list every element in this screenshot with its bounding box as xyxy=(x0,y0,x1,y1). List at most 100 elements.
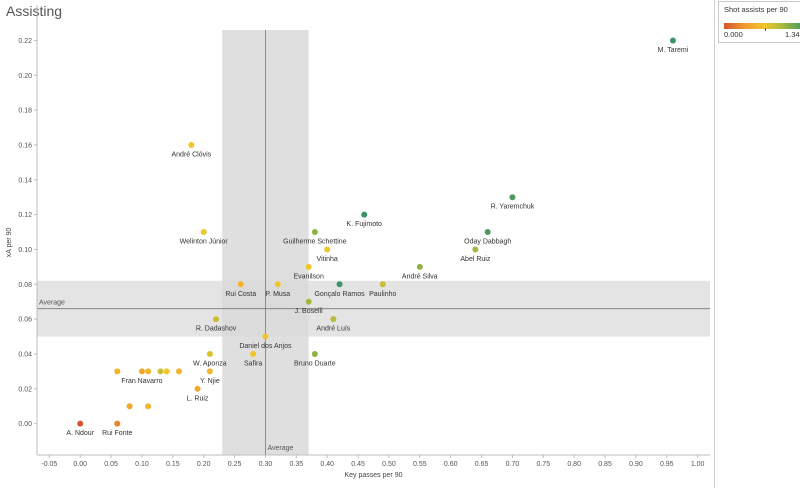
data-point xyxy=(305,298,312,305)
y-tick-label: 0.22 xyxy=(18,38,32,45)
data-point xyxy=(472,246,479,253)
y-tick-label: 0.02 xyxy=(18,386,32,393)
data-point xyxy=(250,350,257,357)
x-tick-label: 0.70 xyxy=(506,461,520,468)
x-tick-label: 0.55 xyxy=(413,461,427,468)
data-point xyxy=(176,368,183,375)
data-point xyxy=(206,368,213,375)
data-point xyxy=(336,281,343,288)
point-label: Daniel dos Anjos xyxy=(239,343,292,350)
x-tick-label: 0.25 xyxy=(228,461,242,468)
y-tick-label: 0.10 xyxy=(18,247,32,254)
data-point xyxy=(330,316,337,323)
data-point xyxy=(163,368,170,375)
x-tick-label: 0.45 xyxy=(351,461,365,468)
point-label: Y. Njie xyxy=(200,378,220,385)
data-point xyxy=(138,368,145,375)
data-point xyxy=(361,211,368,218)
y-tick-label: 0.06 xyxy=(18,317,32,324)
data-point xyxy=(311,350,318,357)
x-tick-label: 0.05 xyxy=(104,461,118,468)
point-label: Rui Fonte xyxy=(102,430,132,437)
axes: -0.05 0.00 0.05 0.10 0.15 0.20 0.25 0.30 0.35 0.4… xyxy=(6,5,710,479)
x-tick-label: 0.10 xyxy=(135,461,149,468)
point-label: Welinton Júnior xyxy=(180,239,229,246)
y-tick-label: 0.12 xyxy=(18,212,32,219)
color-legend: Shot assists per 90 0.000 1.340 xyxy=(718,1,800,43)
data-point xyxy=(237,281,244,288)
data-point xyxy=(669,37,676,44)
legend-color-ramp xyxy=(724,23,800,29)
y-tick-label: 0.20 xyxy=(18,73,32,80)
data-point xyxy=(114,368,121,375)
point-label: Evanilson xyxy=(293,273,323,280)
point-label: R. Dadashov xyxy=(196,326,237,333)
x-tick-label: 0.30 xyxy=(259,461,273,468)
x-axis-title: Key passes per 90 xyxy=(345,472,403,479)
y-tick-label: 0.16 xyxy=(18,142,32,149)
data-point xyxy=(200,229,207,236)
data-point xyxy=(114,420,121,427)
x-tick-label: -0.05 xyxy=(41,461,57,468)
data-point xyxy=(379,281,386,288)
point-label: J. Boselli xyxy=(295,308,323,315)
point-label: Oday Dabbagh xyxy=(464,239,511,246)
data-points xyxy=(77,37,676,427)
y-average-label: Average xyxy=(39,300,65,307)
y-tick-label: 0.08 xyxy=(18,282,32,289)
scatter-chart: Average Average -0.05 0.00 0.05 0.10 0.15 0.20… xyxy=(6,5,710,479)
x-tick-label: 0.00 xyxy=(73,461,87,468)
data-point xyxy=(145,403,152,410)
y-axis-title: xA per 90 xyxy=(6,228,13,258)
x-tick-label: 0.95 xyxy=(660,461,674,468)
x-tick-label: 0.75 xyxy=(536,461,550,468)
data-point xyxy=(311,229,318,236)
y-tick-label: 0.18 xyxy=(18,108,32,115)
point-label: Safira xyxy=(244,360,262,367)
point-label: K. Fujimoto xyxy=(347,221,383,228)
x-tick-label: 0.65 xyxy=(475,461,489,468)
data-point xyxy=(509,194,516,201)
x-tick-label: 0.85 xyxy=(598,461,612,468)
legend-title: Shot assists per 90 xyxy=(724,5,788,14)
point-label: R. Yaremchuk xyxy=(491,204,535,211)
data-point xyxy=(416,263,423,270)
point-label: André Silva xyxy=(402,273,438,280)
point-label: Vitinha xyxy=(317,256,338,263)
y-tick-label: 0.14 xyxy=(18,177,32,184)
x-tick-label: 0.40 xyxy=(320,461,334,468)
x-tick-label: 0.20 xyxy=(197,461,211,468)
x-tick-label: 0.35 xyxy=(290,461,304,468)
legend-min-label: 0.000 xyxy=(724,30,743,39)
data-point xyxy=(484,229,491,236)
point-label: Fran Navarro xyxy=(121,378,162,385)
x-tick-label: 1.00 xyxy=(691,461,705,468)
data-point xyxy=(145,368,152,375)
point-label: Abel Ruiz xyxy=(460,256,490,263)
data-point xyxy=(194,385,201,392)
data-point xyxy=(126,403,133,410)
point-label: Gonçalo Ramos xyxy=(314,291,365,298)
data-point xyxy=(77,420,84,427)
point-label: W. Aponza xyxy=(193,360,227,367)
data-point xyxy=(274,281,281,288)
y-tick-label: 0.04 xyxy=(18,351,32,358)
legend-panel: Shot assists per 90 0.000 1.340 xyxy=(714,0,800,488)
data-point xyxy=(213,316,220,323)
legend-max-label: 1.340 xyxy=(785,30,800,39)
x-tick-label: 0.80 xyxy=(567,461,581,468)
point-label: L. Ruiz xyxy=(187,395,209,402)
data-point xyxy=(324,246,331,253)
point-label: Bruno Duarte xyxy=(294,360,336,367)
data-point xyxy=(157,368,164,375)
point-label: Rui Costa xyxy=(225,291,256,298)
point-label: André Luís xyxy=(316,326,350,333)
x-tick-label: 0.15 xyxy=(166,461,180,468)
data-point xyxy=(262,333,269,340)
point-label: Guilherme Schettine xyxy=(283,239,347,246)
data-point xyxy=(206,350,213,357)
point-label: M. Taremi xyxy=(658,47,689,54)
point-labels: M. Taremi André Clóvis R. Yaremchuk K. Fuji… xyxy=(66,47,688,437)
chart-title: Assisting xyxy=(6,3,63,19)
point-label: André Clóvis xyxy=(172,151,212,158)
